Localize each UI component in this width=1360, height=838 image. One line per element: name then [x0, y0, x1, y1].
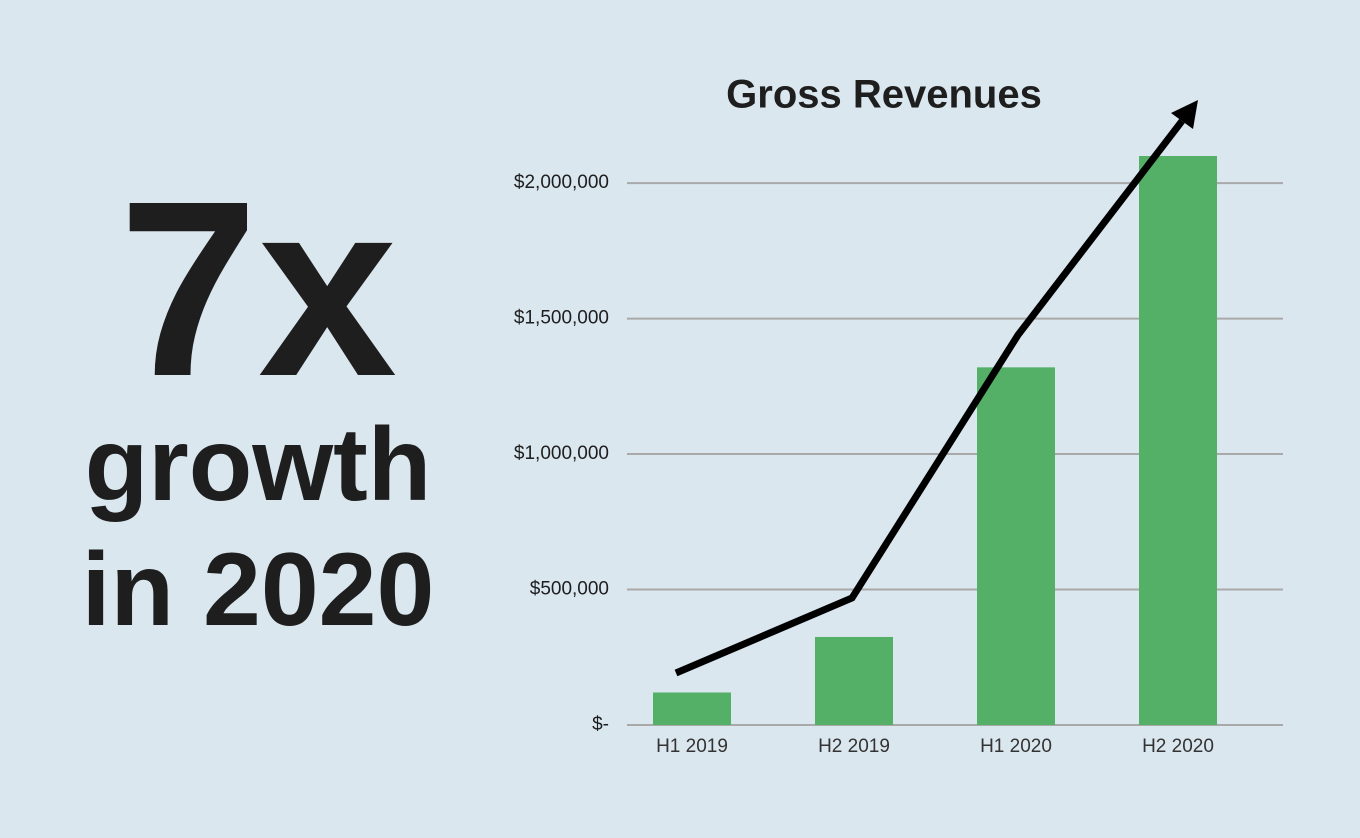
x-tick-label: H2 2020: [1142, 736, 1214, 757]
plot: $- $500,000 $1,000,000 $1,500,000 $2,000,000…: [514, 156, 1283, 757]
x-tick-label: H1 2020: [980, 736, 1052, 757]
bar: [977, 367, 1055, 725]
y-tick-label: $1,000,000: [514, 443, 609, 464]
trend-arrow: [674, 100, 1198, 677]
bar: [815, 636, 893, 725]
headline-number: 7x: [119, 149, 397, 428]
headline-text: in 2020: [82, 532, 435, 648]
headline-text: growth: [85, 407, 432, 523]
y-tick-label: $2,000,000: [514, 172, 609, 193]
y-tick-label: $-: [592, 714, 609, 735]
bar: [653, 692, 731, 725]
bar: [1139, 156, 1217, 725]
chart-title: Gross Revenues: [726, 73, 1042, 117]
y-tick-label: $1,500,000: [514, 308, 609, 329]
arrow-head: [1171, 100, 1198, 129]
x-tick-label: H1 2019: [656, 736, 728, 757]
y-tick-label: $500,000: [530, 579, 609, 600]
trend-line: [674, 118, 1185, 677]
x-tick-label: H2 2019: [818, 736, 890, 757]
